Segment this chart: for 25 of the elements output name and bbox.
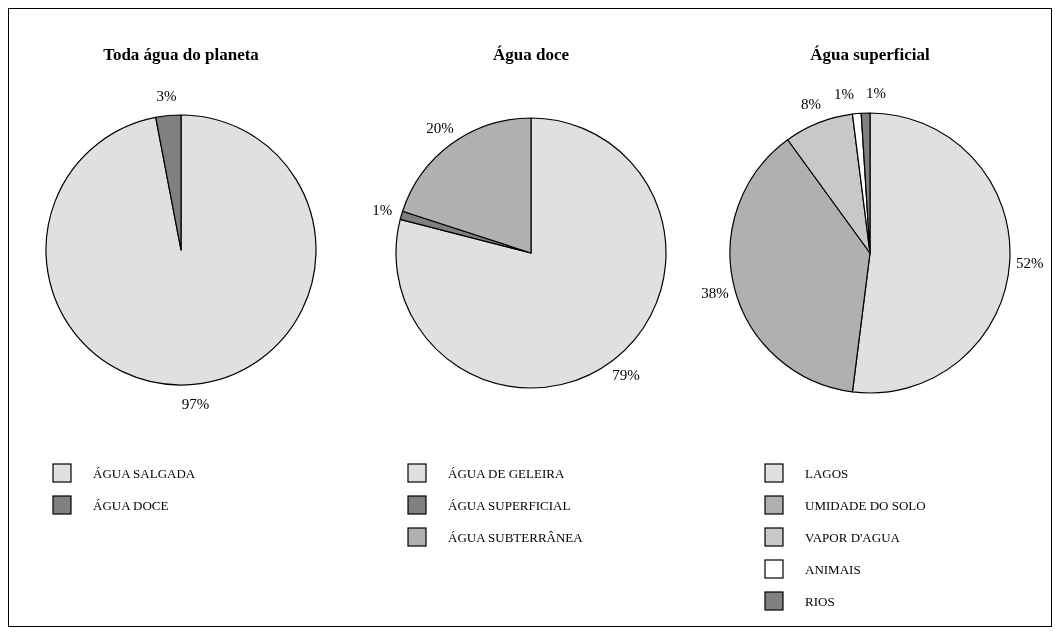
legend-label: LAGOS bbox=[805, 466, 849, 481]
data-label: 38% bbox=[701, 284, 729, 301]
chart-title: Água superficial bbox=[810, 45, 931, 64]
legend-label: ÁGUA SUBTERRÂNEA bbox=[448, 530, 584, 545]
legend-label: ÁGUA DE GELEIRA bbox=[448, 466, 565, 481]
data-label: 79% bbox=[612, 367, 640, 384]
pie-slice bbox=[395, 117, 667, 389]
legend-label: UMIDADE DO SOLO bbox=[805, 498, 926, 513]
legend-label: ÁGUA DOCE bbox=[93, 498, 169, 513]
data-label: 20% bbox=[426, 119, 454, 136]
data-label: 1% bbox=[833, 85, 854, 102]
pie-slice bbox=[45, 114, 317, 386]
legend-label: ÁGUA SUPERFICIAL bbox=[448, 498, 571, 513]
legend-label: RIOS bbox=[805, 594, 835, 609]
legend-label: ÁGUA SALGADA bbox=[93, 466, 196, 481]
data-label: 97% bbox=[181, 396, 210, 413]
data-label: 3% bbox=[156, 87, 177, 104]
data-label: 8% bbox=[801, 96, 822, 113]
data-label: 1% bbox=[372, 201, 393, 218]
chart-title: Toda água do planeta bbox=[103, 45, 260, 64]
legend-label: ANIMAIS bbox=[805, 562, 861, 577]
data-label: 52% bbox=[1015, 255, 1044, 272]
data-label: 1% bbox=[865, 85, 886, 102]
legend-label: VAPOR D'AGUA bbox=[805, 530, 901, 545]
chart-title: Água doce bbox=[492, 45, 570, 64]
